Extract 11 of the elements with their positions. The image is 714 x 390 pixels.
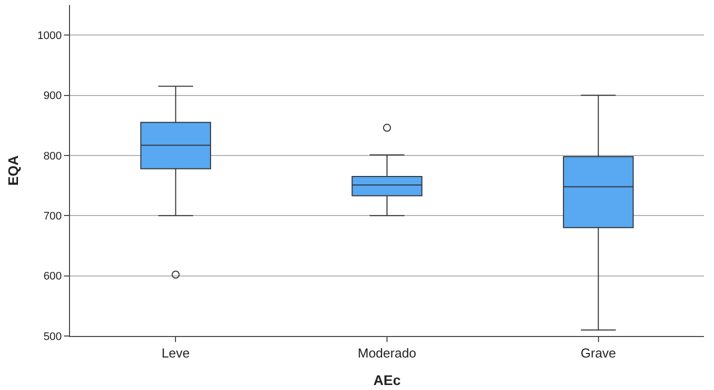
y-tick-label: 600 (43, 270, 62, 283)
y-tick-label: 500 (43, 330, 62, 343)
x-tick-label: Moderado (358, 346, 416, 361)
y-tick-label: 1000 (37, 30, 62, 42)
y-tick-label: 700 (43, 210, 62, 222)
y-tick-label: 800 (43, 150, 62, 162)
y-axis-title: EQA (4, 155, 21, 186)
y-tick-label: 900 (43, 90, 62, 102)
x-tick-label: Grave (580, 346, 616, 361)
x-tick-label: Leve (162, 346, 190, 361)
x-axis-title: AEc (373, 372, 401, 388)
